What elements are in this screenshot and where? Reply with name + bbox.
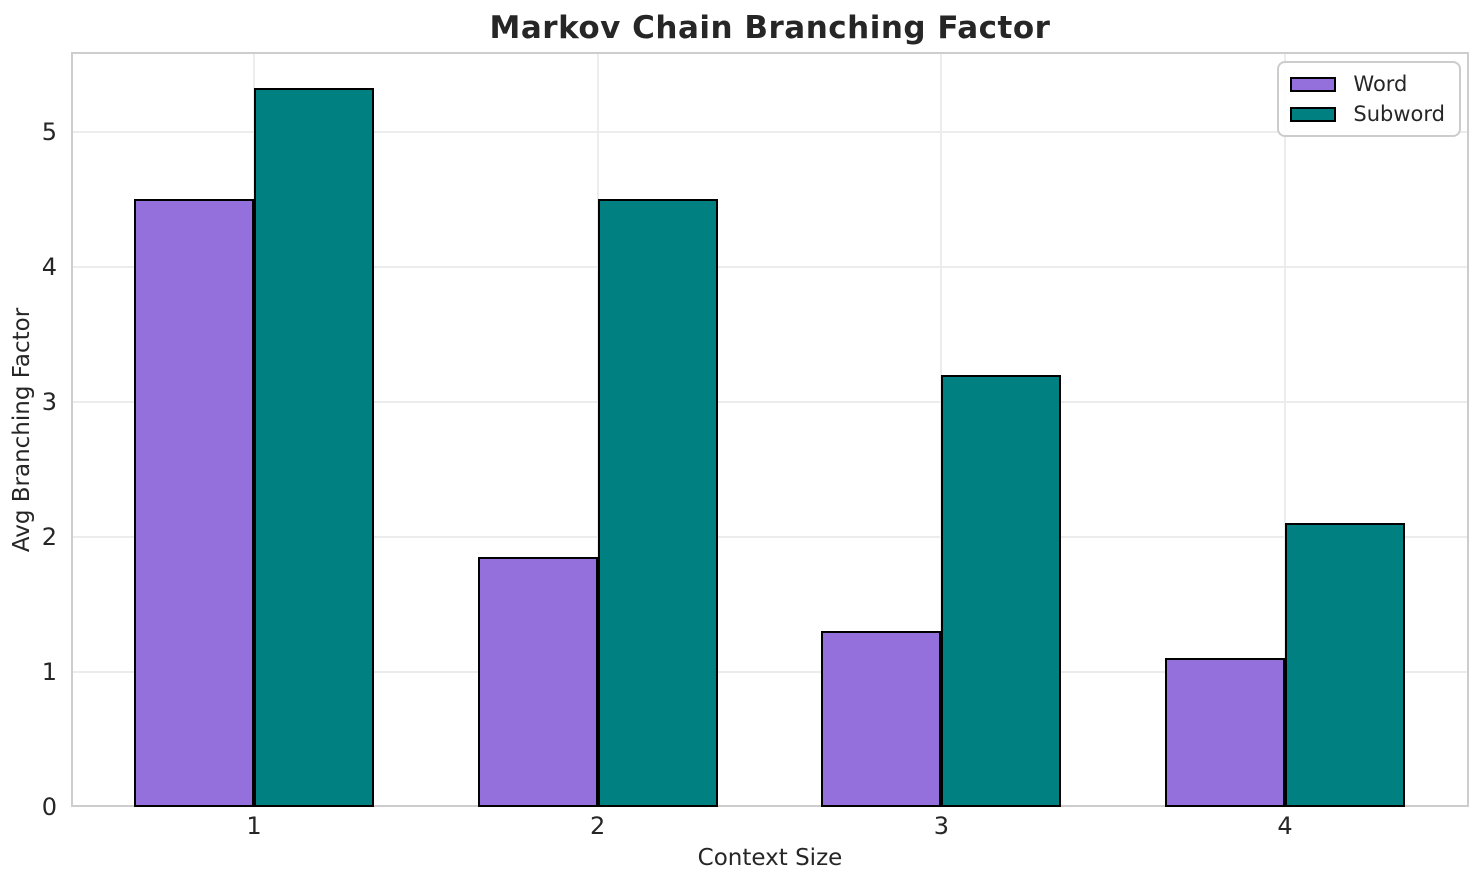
y-tick-label-5: 5 [41,117,57,146]
bar-word-1 [134,199,254,807]
legend-swatch-word [1290,76,1337,92]
bar-word-3 [821,631,942,807]
x-tick-label-2: 2 [590,812,606,840]
bar-subword-1 [254,88,374,807]
legend-label-subword: Subword [1353,102,1445,126]
legend: Word Subword [1277,61,1461,137]
bar-subword-2 [597,199,718,807]
gridline-y-1 [71,670,1469,673]
legend-item-word: Word [1290,69,1445,99]
gridline-y-3 [71,400,1469,403]
bar-word-2 [477,557,598,807]
legend-label-word: Word [1353,72,1408,96]
y-tick-label-2: 2 [41,522,57,551]
x-axis-label: Context Size [697,845,843,871]
y-tick-label-0: 0 [41,793,57,821]
legend-item-subword: Subword [1290,99,1445,129]
y-tick-label-3: 3 [41,387,57,416]
x-tick-label-3: 3 [933,812,949,840]
bar-subword-4 [1285,523,1405,807]
x-tick-label-4: 4 [1277,812,1293,840]
gridline-y-2 [71,535,1469,538]
y-axis-label: Avg Branching Factor [9,307,35,553]
chart-title: Markov Chain Branching Factor [489,10,1051,46]
x-tick-label-1: 1 [246,812,262,840]
bar-word-4 [1165,658,1285,807]
gridline-y-5 [71,130,1469,133]
gridline-x-4 [1284,52,1286,807]
gridline-y-4 [71,265,1469,268]
y-tick-label-4: 4 [41,252,57,281]
y-tick-label-1: 1 [41,657,57,686]
bar-subword-3 [941,374,1062,807]
legend-swatch-subword [1290,106,1337,122]
plot-area: Word Subword [71,52,1469,807]
